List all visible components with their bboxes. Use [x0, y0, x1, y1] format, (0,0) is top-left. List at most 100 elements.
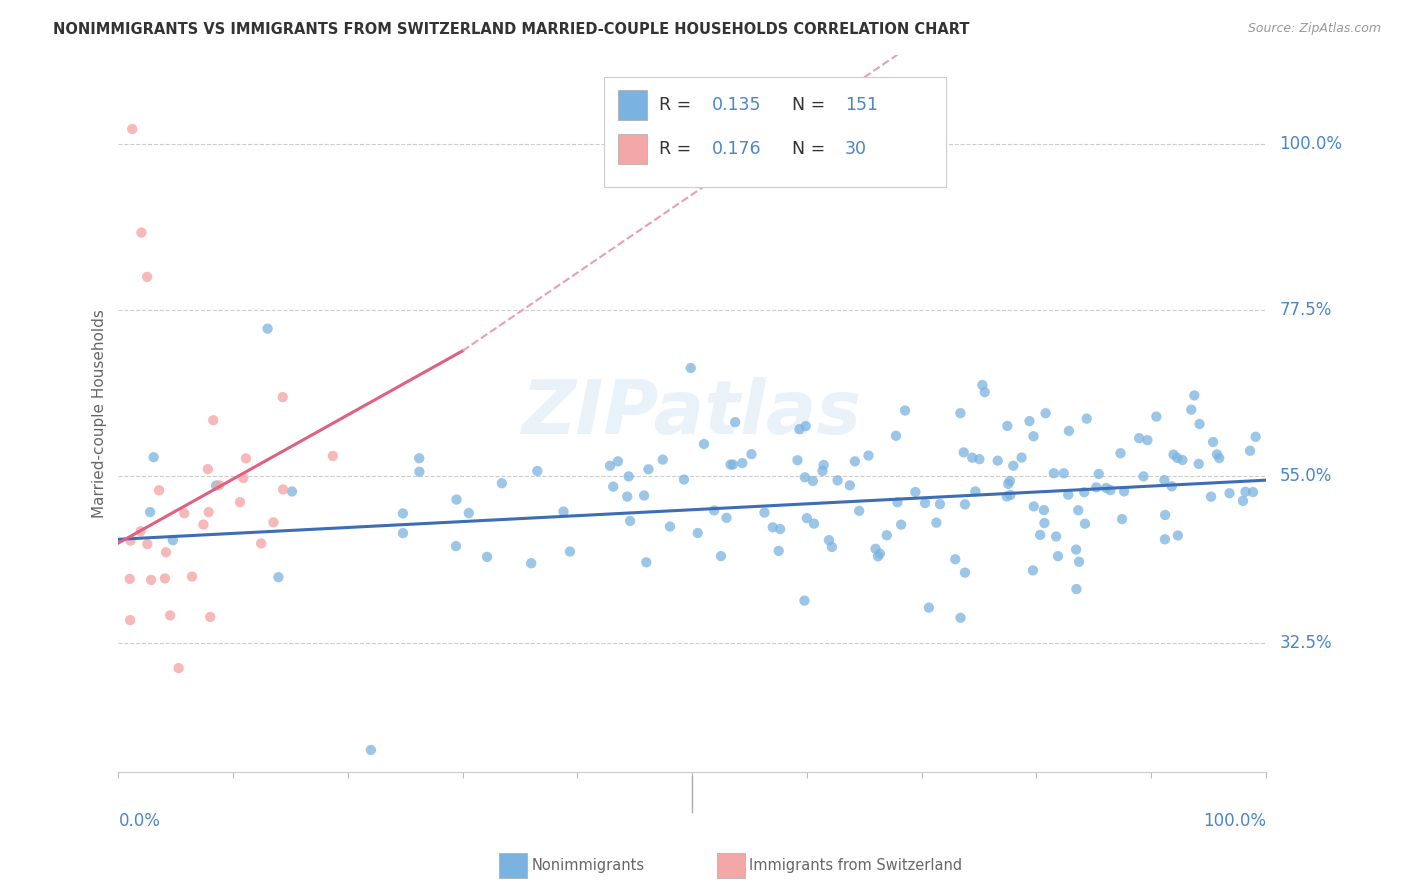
Point [1171, 453, 1194, 467]
Point [1022, 563, 1045, 577]
Point [392, 526, 415, 541]
Point [173, 506, 195, 520]
Point [599, 458, 621, 473]
Point [1085, 480, 1108, 494]
Text: 77.5%: 77.5% [1279, 301, 1331, 319]
Point [1188, 457, 1211, 471]
Point [890, 517, 912, 532]
Point [256, 321, 278, 335]
Point [886, 495, 908, 509]
Point [229, 495, 252, 509]
Point [193, 517, 215, 532]
Point [720, 458, 742, 472]
Point [651, 452, 673, 467]
Text: 100.0%: 100.0% [1202, 812, 1265, 830]
Point [721, 458, 744, 472]
Point [693, 437, 716, 451]
FancyBboxPatch shape [617, 89, 647, 120]
Text: 0.176: 0.176 [711, 140, 761, 158]
Point [1057, 424, 1080, 438]
Point [858, 449, 880, 463]
Text: Immigrants from Switzerland: Immigrants from Switzerland [749, 858, 963, 872]
Point [1188, 417, 1211, 431]
Point [894, 403, 917, 417]
Point [392, 507, 415, 521]
Point [818, 533, 841, 548]
Point [827, 474, 849, 488]
Point [444, 539, 467, 553]
Point [118, 572, 141, 586]
Point [1011, 450, 1033, 465]
Point [811, 464, 834, 478]
Point [1033, 516, 1056, 530]
Point [918, 600, 941, 615]
Point [1206, 447, 1229, 461]
Point [1074, 516, 1097, 531]
Point [789, 422, 811, 436]
Point [408, 451, 430, 466]
Point [786, 453, 808, 467]
Point [904, 485, 927, 500]
Point [997, 477, 1019, 491]
Point [1132, 469, 1154, 483]
Point [120, 533, 142, 548]
Text: 0.0%: 0.0% [118, 812, 160, 830]
Point [876, 528, 898, 542]
Point [731, 456, 754, 470]
Point [520, 556, 543, 570]
Point [762, 520, 785, 534]
Point [998, 474, 1021, 488]
Point [636, 555, 658, 569]
Point [131, 226, 153, 240]
Point [148, 483, 170, 498]
Point [162, 533, 184, 548]
Point [181, 569, 204, 583]
Point [1067, 503, 1090, 517]
Point [558, 544, 581, 558]
Point [793, 470, 815, 484]
Point [1154, 508, 1177, 522]
Point [1208, 451, 1230, 466]
Point [1199, 490, 1222, 504]
Point [250, 536, 273, 550]
Point [794, 419, 817, 434]
Point [271, 483, 294, 497]
Point [617, 469, 640, 483]
Point [1144, 409, 1167, 424]
Point [754, 506, 776, 520]
Point [491, 476, 513, 491]
Point [914, 496, 936, 510]
Point [925, 516, 948, 530]
Point [1043, 467, 1066, 481]
Point [232, 471, 254, 485]
Point [995, 489, 1018, 503]
Point [197, 462, 219, 476]
Point [1114, 484, 1136, 499]
Point [803, 516, 825, 531]
Text: ZIPatlas: ZIPatlas [522, 377, 862, 450]
Point [637, 462, 659, 476]
Point [1057, 488, 1080, 502]
Point [866, 549, 889, 564]
Point [1182, 388, 1205, 402]
Point [1029, 528, 1052, 542]
Point [953, 497, 976, 511]
Point [271, 390, 294, 404]
Point [139, 505, 162, 519]
Point [995, 418, 1018, 433]
Point [1109, 446, 1132, 460]
Point [1167, 528, 1189, 542]
Point [865, 541, 887, 556]
Text: 55.0%: 55.0% [1279, 467, 1331, 485]
Point [801, 474, 824, 488]
Point [844, 454, 866, 468]
Point [1128, 431, 1150, 445]
Text: NONIMMIGRANTS VS IMMIGRANTS FROM SWITZERLAND MARRIED-COUPLE HOUSEHOLDS CORRELATI: NONIMMIGRANTS VS IMMIGRANTS FROM SWITZER… [53, 22, 970, 37]
Text: 32.5%: 32.5% [1279, 634, 1331, 652]
Point [793, 593, 815, 607]
Point [120, 613, 142, 627]
Point [208, 478, 231, 492]
Point [606, 454, 628, 468]
Point [1232, 494, 1254, 508]
Y-axis label: Married-couple Households: Married-couple Households [93, 310, 107, 518]
